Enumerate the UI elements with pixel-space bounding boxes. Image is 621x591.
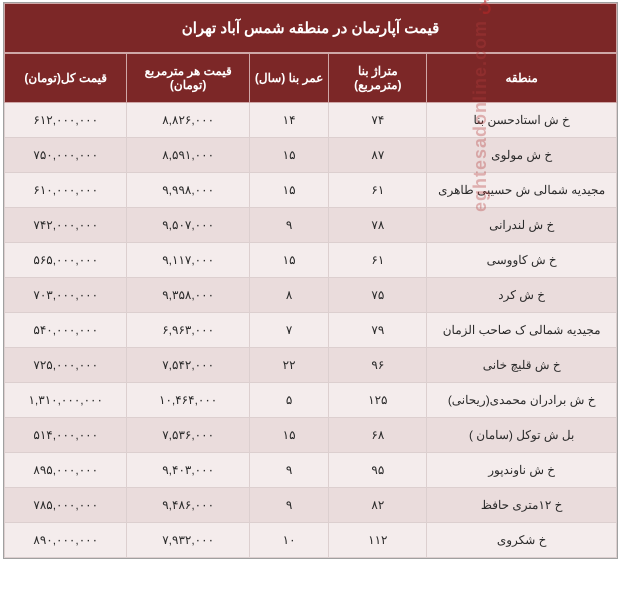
cell-age: ۸ (249, 278, 329, 313)
header-age: عمر بنا (سال) (249, 54, 329, 103)
cell-area: ۷۸ (329, 208, 427, 243)
cell-total: ۷۸۵,۰۰۰,۰۰۰ (5, 488, 127, 523)
cell-age: ۹ (249, 453, 329, 488)
cell-ppm: ۹,۴۰۳,۰۰۰ (127, 453, 249, 488)
cell-region: بل ش توکل (سامان ) (427, 418, 617, 453)
header-region: منطقه (427, 54, 617, 103)
cell-total: ۸۹۵,۰۰۰,۰۰۰ (5, 453, 127, 488)
cell-region: خ ش مولوی (427, 138, 617, 173)
price-table-container: قیمت آپارتمان در منطقه شمس آباد تهران من… (3, 2, 618, 559)
cell-area: ۸۷ (329, 138, 427, 173)
cell-age: ۱۴ (249, 103, 329, 138)
cell-total: ۷۵۰,۰۰۰,۰۰۰ (5, 138, 127, 173)
cell-age: ۱۵ (249, 243, 329, 278)
table-row: خ ش برادران محمدی(ریحانی)۱۲۵۵۱۰,۴۶۴,۰۰۰۱… (5, 383, 617, 418)
cell-region: مجیدیه شمالی ش حسیبی طاهری (427, 173, 617, 208)
cell-age: ۹ (249, 208, 329, 243)
cell-region: خ ش لندرانی (427, 208, 617, 243)
table-row: بل ش توکل (سامان )۶۸۱۵۷,۵۳۶,۰۰۰۵۱۴,۰۰۰,۰… (5, 418, 617, 453)
table-row: خ ش استادحسن بنا۷۴۱۴۸,۸۲۶,۰۰۰۶۱۲,۰۰۰,۰۰۰ (5, 103, 617, 138)
header-ppm: قیمت هر مترمربع (تومان) (127, 54, 249, 103)
cell-total: ۱,۳۱۰,۰۰۰,۰۰۰ (5, 383, 127, 418)
cell-age: ۵ (249, 383, 329, 418)
cell-ppm: ۷,۹۳۲,۰۰۰ (127, 523, 249, 558)
cell-region: مجیدیه شمالی ک صاحب الزمان (427, 313, 617, 348)
cell-age: ۱۵ (249, 138, 329, 173)
table-body: خ ش استادحسن بنا۷۴۱۴۸,۸۲۶,۰۰۰۶۱۲,۰۰۰,۰۰۰… (5, 103, 617, 558)
cell-region: خ شکروی (427, 523, 617, 558)
table-title: قیمت آپارتمان در منطقه شمس آباد تهران (4, 3, 617, 53)
cell-region: خ ش کاووسی (427, 243, 617, 278)
cell-region: خ ش برادران محمدی(ریحانی) (427, 383, 617, 418)
table-row: مجیدیه شمالی ک صاحب الزمان۷۹۷۶,۹۶۳,۰۰۰۵۴… (5, 313, 617, 348)
cell-ppm: ۶,۹۶۳,۰۰۰ (127, 313, 249, 348)
price-table: منطقه متراژ بنا (مترمربع) عمر بنا (سال) … (4, 53, 617, 558)
cell-area: ۷۹ (329, 313, 427, 348)
table-row: خ ش ناوندپور۹۵۹۹,۴۰۳,۰۰۰۸۹۵,۰۰۰,۰۰۰ (5, 453, 617, 488)
cell-region: خ ۱۲متری حافظ (427, 488, 617, 523)
cell-area: ۶۱ (329, 243, 427, 278)
header-row: منطقه متراژ بنا (مترمربع) عمر بنا (سال) … (5, 54, 617, 103)
cell-region: خ ش ناوندپور (427, 453, 617, 488)
cell-age: ۱۵ (249, 418, 329, 453)
table-row: خ ش مولوی۸۷۱۵۸,۵۹۱,۰۰۰۷۵۰,۰۰۰,۰۰۰ (5, 138, 617, 173)
cell-total: ۵۴۰,۰۰۰,۰۰۰ (5, 313, 127, 348)
cell-area: ۸۲ (329, 488, 427, 523)
cell-age: ۲۲ (249, 348, 329, 383)
cell-total: ۵۶۵,۰۰۰,۰۰۰ (5, 243, 127, 278)
cell-area: ۷۵ (329, 278, 427, 313)
cell-total: ۷۲۵,۰۰۰,۰۰۰ (5, 348, 127, 383)
cell-ppm: ۱۰,۴۶۴,۰۰۰ (127, 383, 249, 418)
cell-total: ۷۴۲,۰۰۰,۰۰۰ (5, 208, 127, 243)
cell-age: ۱۵ (249, 173, 329, 208)
cell-ppm: ۸,۵۹۱,۰۰۰ (127, 138, 249, 173)
table-row: خ ش لندرانی۷۸۹۹,۵۰۷,۰۰۰۷۴۲,۰۰۰,۰۰۰ (5, 208, 617, 243)
cell-area: ۱۲۵ (329, 383, 427, 418)
cell-area: ۹۶ (329, 348, 427, 383)
cell-total: ۵۱۴,۰۰۰,۰۰۰ (5, 418, 127, 453)
cell-region: خ ش استادحسن بنا (427, 103, 617, 138)
table-row: خ ش قلیچ خانی۹۶۲۲۷,۵۴۲,۰۰۰۷۲۵,۰۰۰,۰۰۰ (5, 348, 617, 383)
cell-ppm: ۷,۵۴۲,۰۰۰ (127, 348, 249, 383)
cell-age: ۹ (249, 488, 329, 523)
table-row: خ ش کاووسی۶۱۱۵۹,۱۱۷,۰۰۰۵۶۵,۰۰۰,۰۰۰ (5, 243, 617, 278)
cell-area: ۶۱ (329, 173, 427, 208)
cell-ppm: ۹,۹۹۸,۰۰۰ (127, 173, 249, 208)
cell-area: ۷۴ (329, 103, 427, 138)
cell-ppm: ۹,۱۱۷,۰۰۰ (127, 243, 249, 278)
table-row: خ شکروی۱۱۲۱۰۷,۹۳۲,۰۰۰۸۹۰,۰۰۰,۰۰۰ (5, 523, 617, 558)
cell-age: ۱۰ (249, 523, 329, 558)
cell-area: ۹۵ (329, 453, 427, 488)
cell-region: خ ش قلیچ خانی (427, 348, 617, 383)
cell-ppm: ۹,۳۵۸,۰۰۰ (127, 278, 249, 313)
cell-ppm: ۹,۵۰۷,۰۰۰ (127, 208, 249, 243)
cell-total: ۷۰۳,۰۰۰,۰۰۰ (5, 278, 127, 313)
header-total: قیمت کل(تومان) (5, 54, 127, 103)
cell-area: ۱۱۲ (329, 523, 427, 558)
cell-region: خ ش کرد (427, 278, 617, 313)
cell-area: ۶۸ (329, 418, 427, 453)
table-row: خ ۱۲متری حافظ۸۲۹۹,۴۸۶,۰۰۰۷۸۵,۰۰۰,۰۰۰ (5, 488, 617, 523)
cell-ppm: ۷,۵۳۶,۰۰۰ (127, 418, 249, 453)
cell-ppm: ۹,۴۸۶,۰۰۰ (127, 488, 249, 523)
cell-age: ۷ (249, 313, 329, 348)
table-row: خ ش کرد۷۵۸۹,۳۵۸,۰۰۰۷۰۳,۰۰۰,۰۰۰ (5, 278, 617, 313)
header-area: متراژ بنا (مترمربع) (329, 54, 427, 103)
cell-total: ۶۱۲,۰۰۰,۰۰۰ (5, 103, 127, 138)
cell-total: ۶۱۰,۰۰۰,۰۰۰ (5, 173, 127, 208)
cell-ppm: ۸,۸۲۶,۰۰۰ (127, 103, 249, 138)
table-row: مجیدیه شمالی ش حسیبی طاهری۶۱۱۵۹,۹۹۸,۰۰۰۶… (5, 173, 617, 208)
cell-total: ۸۹۰,۰۰۰,۰۰۰ (5, 523, 127, 558)
